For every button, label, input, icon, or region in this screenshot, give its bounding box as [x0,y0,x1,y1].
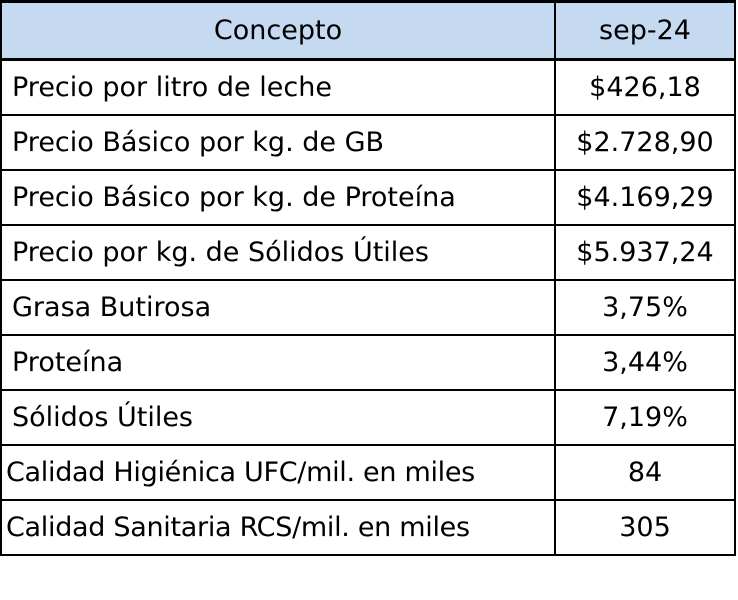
table-row: Precio por litro de leche $426,18 [0,58,736,116]
table-header-row: Concepto sep-24 [0,0,736,61]
row-concept: Calidad Higiénica UFC/mil. en miles [0,443,556,501]
row-concept: Precio por litro de leche [0,58,556,116]
table-row: Precio Básico por kg. de Proteína $4.169… [0,168,736,226]
table-row: Precio por kg. de Sólidos Útiles $5.937,… [0,223,736,281]
table-row: Precio Básico por kg. de GB $2.728,90 [0,113,736,171]
table-row: Calidad Higiénica UFC/mil. en miles 84 [0,443,736,501]
row-concept: Proteína [0,333,556,391]
row-value: $426,18 [554,58,736,116]
row-concept: Precio Básico por kg. de GB [0,113,556,171]
table-row: Calidad Sanitaria RCS/mil. en miles 305 [0,498,736,556]
row-value: $4.169,29 [554,168,736,226]
row-concept: Sólidos Útiles [0,388,556,446]
header-concept: Concepto [0,0,556,61]
table-row: Sólidos Útiles 7,19% [0,388,736,446]
header-period: sep-24 [554,0,736,61]
row-concept: Calidad Sanitaria RCS/mil. en miles [0,498,556,556]
milk-price-table: Concepto sep-24 Precio por litro de lech… [0,0,736,556]
row-value: 84 [554,443,736,501]
row-value: 3,44% [554,333,736,391]
table-row: Grasa Butirosa 3,75% [0,278,736,336]
row-concept: Precio Básico por kg. de Proteína [0,168,556,226]
row-value: $2.728,90 [554,113,736,171]
row-concept: Grasa Butirosa [0,278,556,336]
row-value: 7,19% [554,388,736,446]
row-concept: Precio por kg. de Sólidos Útiles [0,223,556,281]
table-row: Proteína 3,44% [0,333,736,391]
row-value: $5.937,24 [554,223,736,281]
row-value: 3,75% [554,278,736,336]
row-value: 305 [554,498,736,556]
